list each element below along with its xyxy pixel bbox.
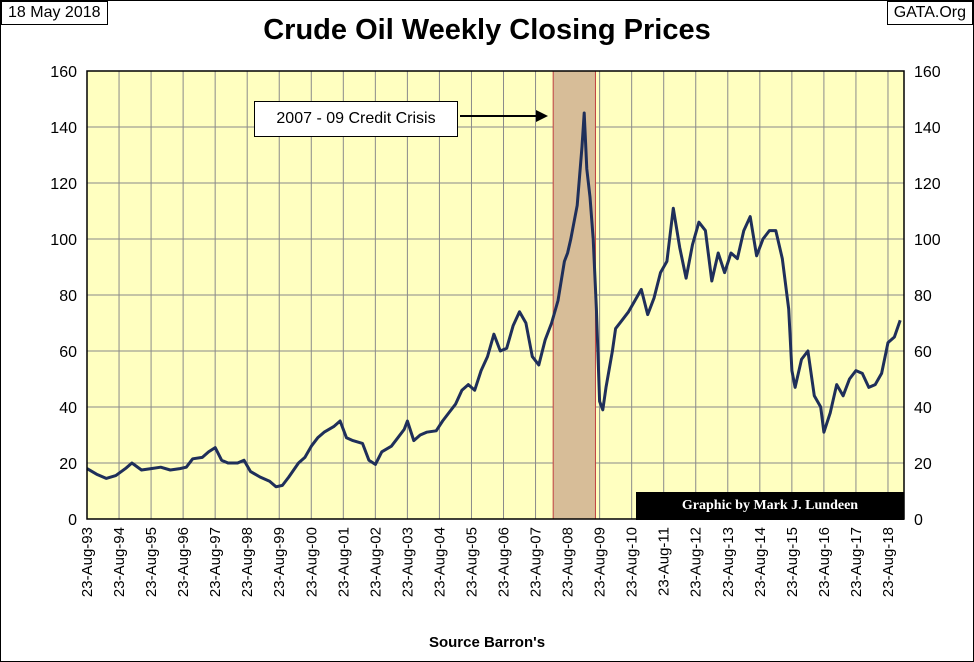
y-tick-label-left: 100 (50, 232, 77, 249)
y-tick-label-left: 20 (59, 456, 77, 473)
y-tick-label-right: 60 (914, 344, 932, 361)
y-axis-left: 0 20 40 60 80 100 120 140 160 (50, 64, 77, 529)
y-tick-label-right: 160 (914, 64, 941, 81)
date-label: 18 May 2018 (1, 1, 108, 25)
x-tick-label: 23-Aug-10 (624, 527, 641, 597)
x-tick-label: 23-Aug-08 (560, 527, 577, 597)
x-tick-label: 23-Aug-05 (463, 527, 480, 597)
y-tick-label-left: 140 (50, 120, 77, 137)
annotation-arrow (460, 110, 548, 122)
x-tick-label: 23-Aug-17 (848, 527, 865, 597)
x-tick-label: 23-Aug-95 (143, 527, 160, 597)
x-tick-label: 23-Aug-01 (335, 527, 352, 597)
x-tick-label: 23-Aug-18 (880, 527, 897, 597)
y-tick-label-left: 40 (59, 400, 77, 417)
y-tick-label-right: 0 (914, 512, 923, 529)
y-axis-right: 0 20 40 60 80 100 120 140 160 (914, 64, 941, 529)
y-tick-label-right: 80 (914, 288, 932, 305)
x-axis: 23-Aug-93 23-Aug-94 23-Aug-95 23-Aug-96 23-A… (79, 527, 897, 597)
y-tick-label-left: 60 (59, 344, 77, 361)
x-tick-label: 23-Aug-11 (656, 527, 673, 596)
y-tick-label-right: 140 (914, 120, 941, 137)
x-tick-label: 23-Aug-15 (784, 527, 801, 597)
x-tick-label: 23-Aug-06 (496, 527, 513, 597)
source-label: GATA.Org (886, 1, 973, 25)
y-tick-label-left: 80 (59, 288, 77, 305)
plot-border (86, 70, 905, 520)
x-tick-label: 23-Aug-09 (592, 527, 609, 597)
y-tick-label-right: 100 (914, 232, 941, 249)
y-tick-label-right: 120 (914, 176, 941, 193)
x-tick-label: 23-Aug-07 (528, 527, 545, 597)
y-tick-label-left: 120 (50, 176, 77, 193)
x-tick-label: 23-Aug-97 (207, 527, 224, 597)
credit-label: Graphic by Mark J. Lundeen (636, 492, 904, 520)
x-axis-label: Source Barron's (428, 634, 546, 651)
x-tick-label: 23-Aug-99 (271, 527, 288, 597)
y-tick-label-right: 40 (914, 400, 932, 417)
x-tick-label: 23-Aug-13 (720, 527, 737, 597)
x-tick-label: 23-Aug-02 (367, 527, 384, 597)
x-tick-label: 23-Aug-93 (79, 527, 96, 597)
chart-title: Crude Oil Weekly Closing Prices (263, 14, 711, 46)
x-tick-label: 23-Aug-00 (303, 527, 320, 597)
x-tick-label: 23-Aug-16 (816, 527, 833, 597)
x-tick-label: 23-Aug-03 (399, 527, 416, 597)
series-line-crude-oil (86, 111, 902, 489)
credit-crisis-annotation: 2007 - 09 Credit Crisis (254, 101, 458, 137)
y-tick-label-right: 20 (914, 456, 932, 473)
x-tick-label: 23-Aug-94 (111, 527, 128, 597)
x-tick-label: 23-Aug-98 (239, 527, 256, 597)
x-tick-label: 23-Aug-04 (431, 527, 448, 597)
x-tick-label: 23-Aug-96 (175, 527, 192, 597)
x-tick-label: 23-Aug-12 (688, 527, 705, 597)
x-tick-label: 23-Aug-14 (752, 527, 769, 597)
y-tick-label-left: 0 (68, 512, 77, 529)
y-tick-label-left: 160 (50, 64, 77, 81)
